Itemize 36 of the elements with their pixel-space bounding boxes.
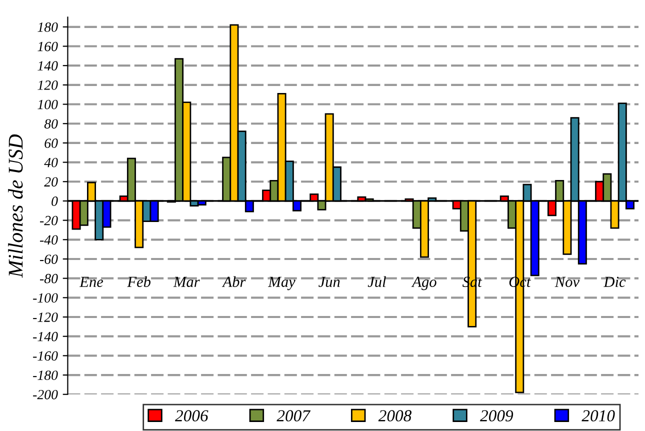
y-tick-label: 160: [38, 42, 58, 52]
x-tick-label: Jun: [318, 276, 340, 288]
x-tick-label: May: [268, 276, 296, 290]
y-axis-title: Millones de USD: [8, 134, 23, 278]
x-tick-label: Nov: [554, 276, 580, 288]
legend-label: 2008: [378, 410, 412, 422]
y-tick-label: 120: [38, 80, 58, 90]
y-tick-label: 80: [44, 119, 58, 129]
y-tick-label: 40: [44, 158, 58, 168]
x-tick-label: Dic: [604, 276, 626, 288]
y-tick-label: -100: [33, 293, 58, 303]
y-tick-label: -20: [40, 216, 58, 226]
y-tick-label: 140: [38, 61, 58, 71]
y-tick-label: -140: [33, 332, 58, 342]
y-tick-label: -180: [33, 370, 58, 380]
legend-label: 2007: [276, 410, 311, 422]
y-tick-label: -40: [40, 235, 58, 245]
y-tick-label: 100: [38, 100, 58, 110]
x-tick-label: Ago: [411, 276, 436, 290]
x-tick-label: Jul: [368, 276, 386, 288]
x-tick-label: Ene: [79, 276, 104, 288]
y-tick-label: 0: [52, 196, 58, 206]
y-tick-label: -160: [33, 351, 58, 361]
y-tick-label: 20: [44, 177, 58, 187]
x-tick-label: Abr: [222, 276, 246, 288]
y-tick-label: 180: [38, 22, 58, 32]
y-tick-label: 60: [44, 138, 58, 148]
legend-label: 2009: [480, 410, 514, 422]
legend-label: 2010: [582, 410, 615, 422]
y-tick-label: -60: [40, 254, 58, 264]
y-tick-label: -200: [33, 390, 58, 400]
legend-label: 2006: [175, 410, 208, 422]
y-tick-label: -120: [33, 312, 58, 322]
x-tick-label: Feb: [127, 276, 150, 288]
y-tick-label: -80: [40, 274, 58, 284]
x-tick-label: Mar: [173, 276, 200, 288]
